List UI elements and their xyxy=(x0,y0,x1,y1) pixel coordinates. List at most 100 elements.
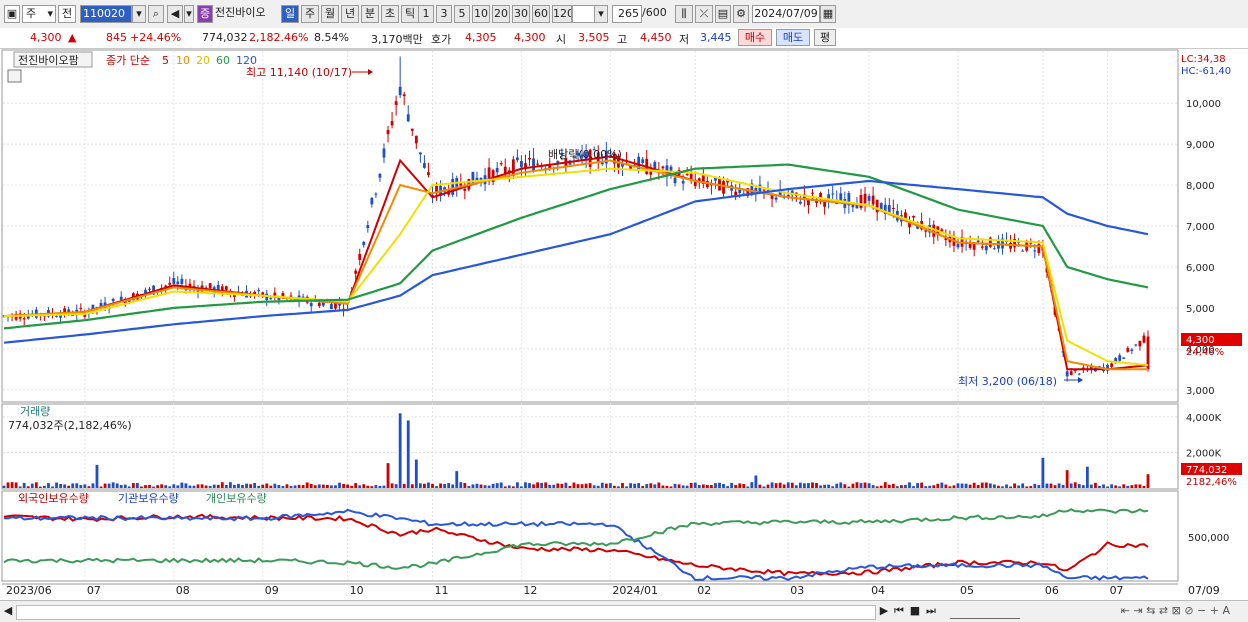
candle-icon[interactable]: ⫼ xyxy=(675,5,693,23)
scroll-track[interactable] xyxy=(16,605,876,620)
price-axis-label: 5,000 xyxy=(1186,304,1215,315)
candle-body xyxy=(1126,348,1130,352)
candle-body xyxy=(600,162,604,165)
sell-button[interactable]: 매도 xyxy=(776,29,810,46)
candle-body xyxy=(701,175,705,184)
volume-bar xyxy=(548,484,552,488)
candle-body xyxy=(1073,370,1077,372)
volume-bar xyxy=(160,484,164,488)
volume-bar xyxy=(984,482,988,488)
interval-button-3[interactable]: 10 xyxy=(472,5,490,23)
interval-button-1[interactable]: 3 xyxy=(436,5,452,23)
volume-bar xyxy=(738,483,742,488)
volume-bar xyxy=(350,485,354,488)
gear-icon[interactable]: ⚙ xyxy=(733,5,749,23)
volume-bar xyxy=(677,484,681,488)
legend-individual: 개인보유수량 xyxy=(206,492,267,505)
time-axis-label: 2024/01 xyxy=(612,584,658,597)
volume-bar xyxy=(51,486,54,488)
grid xyxy=(3,51,1177,580)
volume-bar xyxy=(924,486,928,488)
period-tab-1[interactable]: 주 xyxy=(301,5,319,23)
scroll-right-icon[interactable]: ▶ xyxy=(879,604,889,617)
candle-body xyxy=(330,304,333,310)
volume-bar xyxy=(536,482,540,488)
average-button[interactable]: 평 xyxy=(814,29,836,46)
candle-body xyxy=(111,299,115,302)
period-tab-3[interactable]: 년 xyxy=(341,5,359,23)
interval-button-4[interactable]: 20 xyxy=(492,5,510,23)
current-price: 4,300 xyxy=(30,31,62,44)
save-icon[interactable]: ▤ xyxy=(715,5,731,23)
calendar-icon[interactable]: ▦ xyxy=(820,5,836,23)
volume-bar xyxy=(871,485,875,488)
candle-body xyxy=(871,195,875,205)
interval-button-7[interactable]: 120 xyxy=(552,5,572,23)
moving-average-lines xyxy=(3,155,1149,371)
line-tool-icon[interactable]: ⤫ xyxy=(695,5,713,23)
candle-body xyxy=(904,212,907,219)
period-tab-4[interactable]: 분 xyxy=(361,5,379,23)
chart-scrollbar[interactable]: ◀ ▶ ⏮ ■ ⏭ ⇤ ⇥ ⇆ ⇄ ⊠ ⊘ − + A xyxy=(0,600,1248,622)
candle-body xyxy=(1013,239,1017,248)
candle-body xyxy=(1130,349,1134,351)
rewind-icon[interactable]: ⏮ xyxy=(894,604,904,617)
interval-button-6[interactable]: 60 xyxy=(532,5,550,23)
ma-legend-10: 10 xyxy=(176,54,190,67)
period-tab-5[interactable]: 초 xyxy=(381,5,399,23)
candle-body xyxy=(220,286,224,294)
speaker-icon[interactable]: ◀ xyxy=(167,5,183,23)
market-select[interactable]: 주 ▾ xyxy=(22,5,56,23)
interval-button-5[interactable]: 30 xyxy=(512,5,530,23)
stock-code-input[interactable]: 110020 xyxy=(80,5,132,23)
chevron-down-icon[interactable]: ▾ xyxy=(184,5,194,23)
stop-icon[interactable]: ■ xyxy=(909,604,921,617)
volume-bar xyxy=(1146,474,1150,488)
stock-name: 전진바이오 xyxy=(215,6,266,19)
candle-body xyxy=(750,183,754,195)
candle-body xyxy=(99,302,103,308)
high-annotation: 최고 11,140 (10/17) xyxy=(246,66,352,79)
volume-bar xyxy=(968,484,972,488)
volume-bar xyxy=(600,482,604,488)
volume-bar xyxy=(625,486,628,488)
candle-body xyxy=(754,188,758,193)
zoom-slider[interactable] xyxy=(950,604,1020,619)
volume-bar xyxy=(847,486,851,488)
layout-icon[interactable]: ▣ xyxy=(4,5,20,23)
exchange-button[interactable]: 전 xyxy=(58,5,76,23)
count-input[interactable]: 265 xyxy=(612,5,642,23)
candle-body xyxy=(932,224,936,237)
hc-value: HC:-61,40 xyxy=(1181,66,1231,77)
volume-bar xyxy=(807,483,810,488)
volume-bar xyxy=(55,482,58,488)
chevron-down-icon[interactable]: ▾ xyxy=(594,5,608,23)
candle-body xyxy=(418,152,422,155)
stock-chart[interactable]: 3,000 4,000 5,000 6,000 7,000 8,000 9,000 10,00… xyxy=(0,48,1248,600)
interval-button-2[interactable]: 5 xyxy=(454,5,470,23)
candle-body xyxy=(584,151,588,161)
forward-icon[interactable]: ⏭ xyxy=(926,604,936,617)
date-input[interactable]: 2024/07/09 xyxy=(752,5,820,23)
candle-body xyxy=(390,121,394,126)
time-axis-label: 08 xyxy=(176,584,190,597)
chevron-down-icon[interactable]: ▾ xyxy=(132,5,146,23)
buy-button[interactable]: 매수 xyxy=(738,29,772,46)
scroll-left-icon[interactable]: ◀ xyxy=(3,604,13,617)
search-icon[interactable]: ⌕ xyxy=(148,5,164,23)
candle-body xyxy=(778,189,782,196)
calculator-icon[interactable] xyxy=(7,69,22,83)
volume-bar xyxy=(798,482,802,488)
candle-body xyxy=(277,296,281,300)
volume-bar xyxy=(148,484,151,488)
time-axis-label: 07 xyxy=(87,584,101,597)
volume-bar xyxy=(253,482,257,488)
candle-body xyxy=(273,292,277,296)
period-tab-2[interactable]: 월 xyxy=(321,5,339,23)
period-tab-0[interactable]: 일 xyxy=(281,5,299,23)
zoom-controls[interactable]: ⇤ ⇥ ⇆ ⇄ ⊠ ⊘ − + A xyxy=(1120,604,1230,617)
candle-body xyxy=(863,193,867,204)
volume-bar xyxy=(972,482,976,488)
interval-button-0[interactable]: 1 xyxy=(418,5,434,23)
period-tab-6[interactable]: 틱 xyxy=(401,5,419,23)
